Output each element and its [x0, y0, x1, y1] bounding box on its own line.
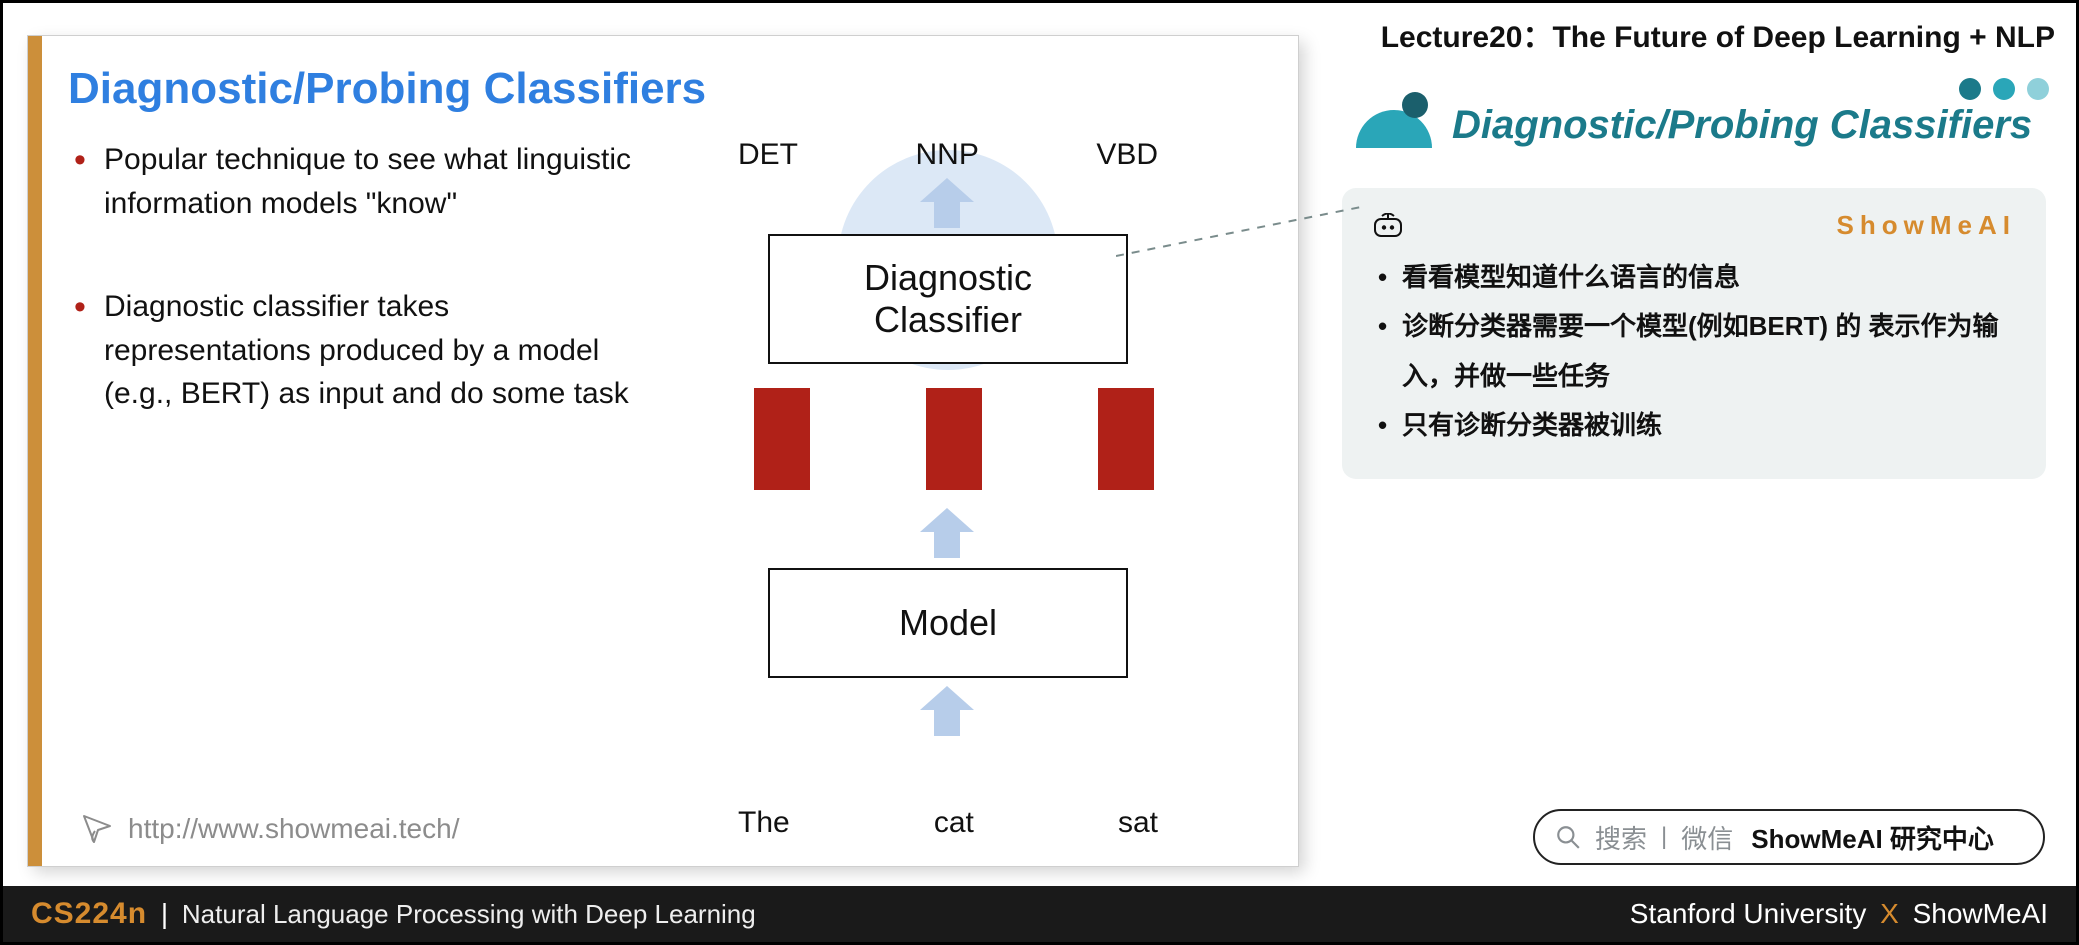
footer-right: Stanford University X ShowMeAI	[1630, 898, 2048, 930]
url-text: http://www.showmeai.tech/	[128, 813, 459, 845]
search-brand: ShowMeAI 研究中心	[1751, 819, 1994, 856]
box-label: Classifier	[874, 299, 1022, 341]
separator: |	[161, 898, 168, 929]
slide-accent-bar	[28, 36, 42, 866]
pos-tag: VBD	[1096, 138, 1158, 172]
arrow-up-icon	[920, 178, 974, 228]
slide-inner: Diagnostic/Probing Classifiers Popular t…	[68, 64, 1268, 846]
bullet-item: Diagnostic classifier takes representati…	[68, 285, 648, 416]
arrow-up-icon	[920, 508, 974, 558]
representation-block	[1098, 388, 1154, 490]
x-separator: X	[1880, 898, 1899, 929]
section-heading-text: Diagnostic/Probing Classifiers	[1452, 103, 2032, 148]
brand-tag: ShowMeAI	[1837, 210, 2016, 241]
course-name: Natural Language Processing with Deep Le…	[182, 899, 756, 929]
box-label: Diagnostic	[864, 257, 1032, 299]
box-label: Model	[899, 602, 997, 644]
input-word: cat	[934, 806, 974, 840]
footer-brand: ShowMeAI	[1913, 898, 2048, 929]
representation-block	[754, 388, 810, 490]
translation-card: ShowMeAI 看看模型知道什么语言的信息 诊断分类器需要一个模型(例如BER…	[1342, 188, 2046, 479]
diagram: DET NNP VBD Diagnostic Classifier	[658, 138, 1268, 838]
slide-card: Diagnostic/Probing Classifiers Popular t…	[28, 36, 1298, 866]
input-word: The	[738, 806, 790, 840]
section-heading: Diagnostic/Probing Classifiers	[1356, 94, 2032, 148]
lecture-title: Lecture20：The Future of Deep Learning + …	[1381, 12, 2055, 56]
course-code: CS224n	[31, 897, 147, 930]
slide-columns: Popular technique to see what linguistic…	[68, 138, 1268, 830]
model-box: Model	[768, 568, 1128, 678]
list-item: 只有诊断分类器被训练	[1372, 401, 2016, 450]
input-word: sat	[1118, 806, 1158, 840]
slide-url[interactable]: http://www.showmeai.tech/	[80, 812, 459, 846]
university-name: Stanford University	[1630, 898, 1867, 929]
arrow-up-icon	[920, 686, 974, 736]
list-item: 看看模型知道什么语言的信息	[1372, 253, 2016, 302]
representation-blocks	[754, 388, 1154, 490]
input-words-row: The cat sat	[738, 806, 1158, 840]
pos-tag: NNP	[915, 138, 978, 172]
search-hint-1: 搜索	[1595, 819, 1647, 856]
cursor-icon	[80, 812, 114, 846]
separator: |	[1661, 823, 1667, 851]
translation-list: 看看模型知道什么语言的信息 诊断分类器需要一个模型(例如BERT) 的 表示作为…	[1372, 253, 2016, 451]
search-icon	[1555, 824, 1581, 850]
representation-block	[926, 388, 982, 490]
list-item: 诊断分类器需要一个模型(例如BERT) 的 表示作为输入，并做一些任务	[1372, 302, 2016, 401]
search-pill[interactable]: 搜索 | 微信 ShowMeAI 研究中心	[1533, 809, 2045, 865]
slide-title: Diagnostic/Probing Classifiers	[68, 64, 1268, 114]
diagnostic-classifier-box: Diagnostic Classifier	[768, 234, 1128, 364]
content-area: Lecture20：The Future of Deep Learning + …	[6, 6, 2073, 883]
search-hint-2: 微信	[1681, 819, 1733, 856]
robot-icon	[1372, 213, 1404, 239]
pos-tags-row: DET NNP VBD	[738, 138, 1158, 172]
semicircle-icon	[1356, 94, 1434, 148]
slide-text-column: Popular technique to see what linguistic…	[68, 138, 648, 830]
footer-bar: CS224n | Natural Language Processing wit…	[3, 886, 2076, 942]
card-header: ShowMeAI	[1372, 210, 2016, 241]
page-root: Lecture20：The Future of Deep Learning + …	[0, 0, 2079, 945]
pos-tag: DET	[738, 138, 798, 172]
bullet-item: Popular technique to see what linguistic…	[68, 138, 648, 225]
footer-left: CS224n | Natural Language Processing wit…	[31, 897, 756, 931]
